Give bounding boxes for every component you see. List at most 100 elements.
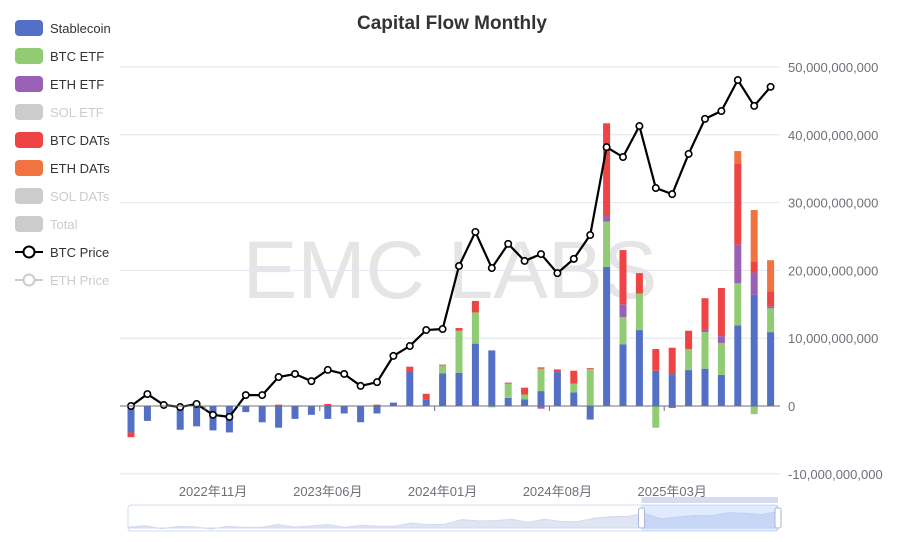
bar-btc-etf-2025-01[interactable] <box>635 293 643 331</box>
bar-stablecoin-2024-06[interactable] <box>521 399 529 406</box>
btc-price-point-2024-08[interactable] <box>553 269 562 278</box>
bar-stablecoin-2023-12[interactable] <box>422 399 430 406</box>
bar-btc-etf-2025-05[interactable] <box>701 332 709 369</box>
btc-price-point-2023-02[interactable] <box>258 391 267 400</box>
btc-price-point-2022-12[interactable] <box>225 412 234 421</box>
btc-price-point-2024-05[interactable] <box>504 239 513 248</box>
bar-btc-dats-2025-09[interactable] <box>767 291 775 307</box>
bar-stablecoin-2024-11[interactable] <box>603 267 611 406</box>
bar-btc-etf-2024-02[interactable] <box>455 330 463 373</box>
bar-stablecoin-2023-09[interactable] <box>373 406 381 414</box>
bar-eth-etf-2024-11[interactable] <box>603 215 611 222</box>
bar-btc-dats-2025-05[interactable] <box>701 298 709 330</box>
bar-stablecoin-2022-09[interactable] <box>176 406 184 430</box>
btc-price-point-2024-03[interactable] <box>471 227 480 236</box>
bar-stablecoin-2024-01[interactable] <box>439 373 447 406</box>
bar-stablecoin-2025-04[interactable] <box>685 370 693 406</box>
bar-stablecoin-2023-06[interactable] <box>324 406 332 419</box>
bar-btc-etf-2024-12[interactable] <box>619 317 627 345</box>
bar-btc-dats-2025-02[interactable] <box>652 349 660 371</box>
bar-stablecoin-2023-08[interactable] <box>357 406 365 423</box>
bar-btc-etf-2024-03[interactable] <box>471 312 479 344</box>
bar-stablecoin-2024-09[interactable] <box>570 392 578 406</box>
bar-btc-dats-2024-11[interactable] <box>603 123 611 216</box>
btc-price-point-2025-08[interactable] <box>750 101 759 110</box>
btc-price-point-2024-10[interactable] <box>586 231 595 240</box>
bar-eth-etf-2024-12[interactable] <box>619 304 627 318</box>
bar-stablecoin-2024-05[interactable] <box>504 397 512 406</box>
bar-stablecoin-2025-06[interactable] <box>717 374 725 406</box>
bar-btc-dats-2024-05[interactable] <box>504 382 512 384</box>
btc-price-point-2023-01[interactable] <box>241 391 250 400</box>
btc-price-point-2024-12[interactable] <box>618 153 627 162</box>
bar-stablecoin-2025-08[interactable] <box>750 294 758 406</box>
bar-stablecoin-2023-05[interactable] <box>307 406 315 415</box>
bar-stablecoin-2023-11[interactable] <box>406 371 414 406</box>
bar-stablecoin-2025-03[interactable] <box>668 374 676 406</box>
bar-stablecoin-2024-07[interactable] <box>537 391 545 406</box>
bar-btc-etf-2024-10[interactable] <box>586 368 594 406</box>
btc-price-point-2023-04[interactable] <box>290 369 299 378</box>
btc-price-point-2022-07[interactable] <box>143 390 152 399</box>
legend-item-eth-etf[interactable]: ETH ETF <box>15 70 111 98</box>
legend-item-sol-dats[interactable]: SOL DATs <box>15 182 111 210</box>
btc-price-point-2023-05[interactable] <box>307 377 316 386</box>
bar-btc-dats-2025-04[interactable] <box>685 330 693 350</box>
bar-eth-dats-2025-08[interactable] <box>750 210 758 262</box>
bar-btc-dats-2023-09[interactable] <box>373 404 381 406</box>
bar-btc-etf-2024-05[interactable] <box>504 383 512 398</box>
bar-btc-etf-2024-11[interactable] <box>603 221 611 268</box>
bar-btc-etf-2024-07[interactable] <box>537 368 545 392</box>
datazoom-selected-range[interactable] <box>641 505 779 531</box>
bar-eth-etf-2025-08[interactable] <box>750 272 758 295</box>
bar-stablecoin-2025-07[interactable] <box>734 325 742 406</box>
bar-eth-dats-2025-09[interactable] <box>767 260 775 292</box>
bar-btc-dats-2024-01[interactable] <box>439 364 447 366</box>
bar-stablecoin-2024-03[interactable] <box>471 343 479 406</box>
legend-item-total[interactable]: Total <box>15 210 111 238</box>
datazoom-move-handle[interactable] <box>641 497 779 503</box>
bar-btc-dats-2024-09[interactable] <box>570 370 578 384</box>
bar-eth-etf-2025-03[interactable] <box>668 406 676 409</box>
btc-price-point-2022-08[interactable] <box>159 400 168 409</box>
bar-eth-etf-2025-05[interactable] <box>701 329 709 333</box>
bar-btc-etf-2025-02[interactable] <box>652 406 660 428</box>
btc-price-point-2022-11[interactable] <box>209 410 218 419</box>
bar-btc-dats-2025-07[interactable] <box>734 163 742 245</box>
btc-price-point-2023-06[interactable] <box>323 365 332 374</box>
bar-stablecoin-2024-12[interactable] <box>619 344 627 406</box>
bar-btc-etf-2024-06[interactable] <box>521 394 529 400</box>
bar-btc-dats-2024-03[interactable] <box>471 300 479 313</box>
bar-btc-etf-2025-07[interactable] <box>734 283 742 326</box>
btc-price-point-2023-09[interactable] <box>372 378 381 387</box>
datazoom-end-handle[interactable] <box>774 507 782 529</box>
bar-btc-dats-2025-06[interactable] <box>717 288 725 337</box>
bar-stablecoin-2023-01[interactable] <box>242 406 250 413</box>
legend-item-stablecoin[interactable]: Stablecoin <box>15 14 111 42</box>
bar-stablecoin-2025-01[interactable] <box>635 330 643 406</box>
btc-price-point-2025-09[interactable] <box>766 82 775 91</box>
bar-btc-dats-2024-06[interactable] <box>521 387 529 395</box>
btc-price-point-2025-07[interactable] <box>733 76 742 85</box>
btc-price-point-2024-11[interactable] <box>602 143 611 152</box>
btc-price-point-2025-06[interactable] <box>717 107 726 116</box>
bar-btc-dats-2024-02[interactable] <box>455 328 463 331</box>
bar-btc-etf-2024-04[interactable] <box>488 406 496 408</box>
bar-btc-etf-2025-04[interactable] <box>685 349 693 371</box>
bar-btc-etf-2025-09[interactable] <box>767 308 775 333</box>
bar-stablecoin-2022-07[interactable] <box>143 406 151 421</box>
bar-stablecoin-2025-09[interactable] <box>767 332 775 406</box>
btc-price-point-2023-11[interactable] <box>405 342 414 351</box>
bar-stablecoin-2022-10[interactable] <box>193 406 201 427</box>
btc-price-point-2025-05[interactable] <box>700 114 709 123</box>
btc-price-point-2023-03[interactable] <box>274 373 283 382</box>
bar-btc-etf-2024-09[interactable] <box>570 383 578 393</box>
bar-eth-etf-2024-07[interactable] <box>537 406 545 409</box>
bar-btc-dats-2024-07[interactable] <box>537 367 545 369</box>
bar-eth-etf-2025-06[interactable] <box>717 336 725 343</box>
bar-btc-dats-2023-03[interactable] <box>275 404 283 406</box>
bar-btc-etf-2025-06[interactable] <box>717 342 725 375</box>
bar-btc-dats-2025-03[interactable] <box>668 347 676 375</box>
legend-item-eth-price[interactable]: ETH Price <box>15 266 111 294</box>
btc-price-point-2025-03[interactable] <box>668 190 677 199</box>
